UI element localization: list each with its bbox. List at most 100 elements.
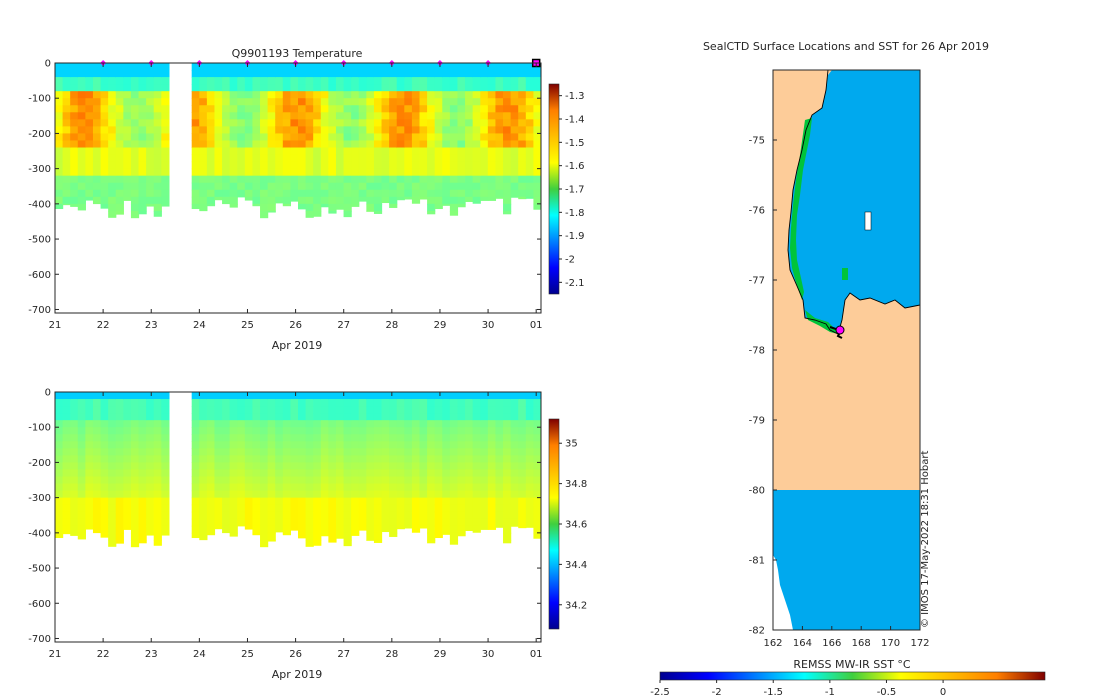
heatmap-cell (358, 182, 367, 191)
heatmap-cell (328, 140, 337, 149)
heatmap-cell (214, 98, 223, 106)
heatmap-cell (244, 469, 254, 478)
heatmap-cell (366, 105, 375, 113)
heatmap-cell (229, 504, 238, 513)
heatmap-cell (138, 511, 147, 520)
heatmap-cell (298, 406, 307, 414)
heatmap-cell (199, 504, 208, 513)
heatmap-cell (70, 448, 79, 456)
heatmap-cell (267, 525, 276, 534)
heatmap-cell (313, 434, 322, 442)
heatmap-cell (161, 91, 170, 99)
heatmap-cell (298, 161, 307, 170)
heatmap-cell (85, 504, 94, 513)
heatmap-cell (153, 168, 162, 177)
heatmap-cell (305, 189, 314, 198)
heatmap-cell (153, 399, 162, 407)
heatmap-cell (510, 84, 519, 92)
heatmap-cell (115, 511, 124, 520)
heatmap-cell (229, 469, 238, 478)
heatmap-cell (252, 455, 261, 464)
heatmap-cell (503, 133, 512, 142)
heatmap-cell (427, 462, 436, 471)
heatmap-cell (389, 84, 398, 92)
heatmap-cell (480, 406, 489, 414)
heatmap-cell (427, 126, 436, 135)
heatmap-cell (533, 490, 541, 499)
heatmap-cell (343, 490, 352, 499)
heatmap-cell (389, 112, 398, 120)
heatmap-cell (328, 133, 337, 142)
heatmap-cell (358, 196, 367, 202)
credit-text: © IMOS 17-May-2022 18:31 Hobart (920, 451, 931, 628)
heatmap-cell (252, 504, 261, 513)
heatmap-cell (199, 469, 208, 478)
heatmap-cell (298, 476, 307, 485)
heatmap-cell (533, 518, 541, 527)
heatmap-cell (138, 476, 147, 485)
heatmap-cell (457, 189, 466, 198)
heatmap-cell (108, 476, 117, 485)
heatmap-cell (275, 483, 284, 492)
heatmap-cell (100, 91, 109, 99)
heatmap-cell (396, 161, 405, 170)
heatmap-cell (108, 518, 117, 527)
heatmap-cell (282, 441, 292, 449)
heatmap-cell (381, 133, 390, 142)
heatmap-cell (260, 497, 269, 506)
heatmap-cell (206, 147, 216, 156)
heatmap-cell (434, 511, 443, 520)
heatmap-cell (434, 119, 443, 127)
heatmap-cell (449, 497, 459, 506)
heatmap-cell (115, 175, 124, 184)
heatmap-cell (222, 119, 231, 127)
heatmap-cell (161, 406, 170, 414)
heatmap-cell (282, 175, 292, 184)
heatmap-cell (115, 413, 124, 421)
heatmap-cell (100, 518, 109, 527)
heatmap-cell (244, 91, 254, 99)
heatmap-cell (313, 448, 322, 456)
heatmap-cell (389, 462, 398, 471)
heatmap-cell (434, 476, 443, 485)
heatmap-cell (419, 427, 428, 435)
heatmap-cell (343, 63, 352, 71)
heatmap-cell (328, 490, 337, 499)
heatmap-cell (335, 455, 345, 464)
heatmap-cell (313, 147, 322, 156)
heatmap-cell (381, 112, 390, 120)
heatmap-cell (290, 161, 299, 170)
heatmap-cell (510, 140, 519, 149)
heatmap-cell (389, 161, 398, 170)
heatmap-cell (298, 133, 307, 142)
heatmap-cell (199, 420, 208, 428)
heatmap-cell (161, 427, 170, 435)
heatmap-cell (434, 98, 443, 106)
heatmap-cell (503, 70, 512, 78)
y-tick-label: -600 (28, 599, 51, 610)
heatmap-cell (373, 441, 383, 449)
heatmap-cell (62, 91, 71, 99)
heatmap-cell (503, 196, 512, 205)
x-tick-label: 29 (434, 320, 447, 331)
heatmap-cell (449, 420, 459, 428)
heatmap-cell (153, 497, 162, 506)
heatmap-cell (108, 462, 117, 471)
heatmap-cell (419, 469, 428, 478)
heatmap-cell (389, 168, 398, 177)
heatmap-cell (442, 476, 451, 485)
heatmap-cell (108, 77, 117, 85)
heatmap-cell (373, 427, 383, 435)
heatmap-cell (70, 147, 79, 156)
heatmap-cell (427, 469, 436, 478)
heatmap-cell (533, 469, 541, 478)
heatmap-cell (480, 392, 489, 400)
heatmap-cell (260, 448, 269, 456)
heatmap-cell (70, 518, 79, 527)
heatmap-cell (290, 441, 299, 449)
heatmap-cell (503, 462, 512, 471)
heatmap-cell (290, 434, 299, 442)
heatmap-cell (252, 105, 261, 113)
heatmap-cell (533, 189, 541, 198)
heatmap-cell (328, 98, 337, 106)
